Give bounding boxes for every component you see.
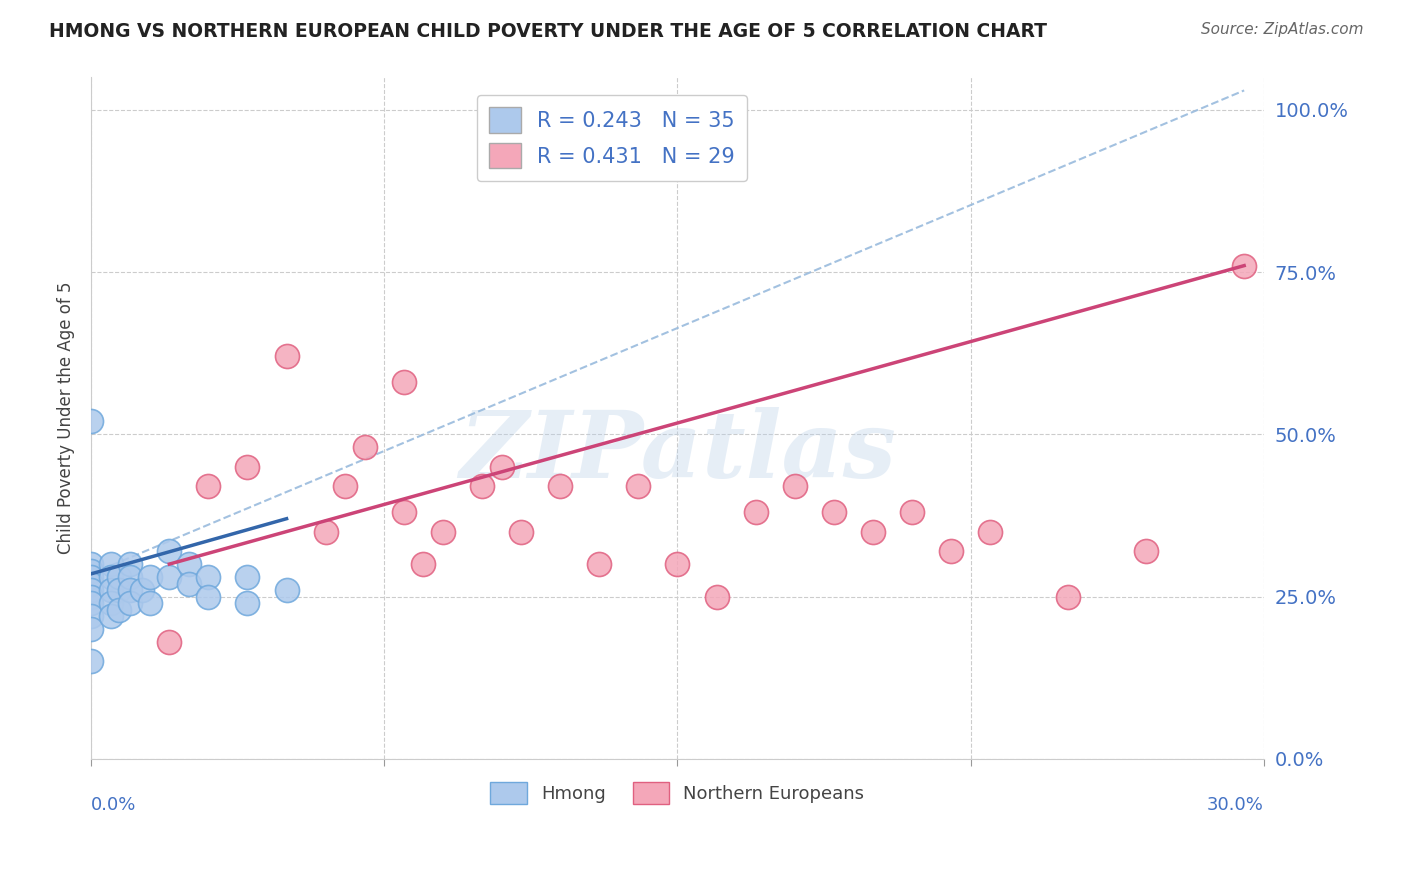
Point: [177, 557, 200, 571]
Point: [120, 583, 142, 598]
Point: [80, 655, 103, 669]
Point: [80, 622, 103, 636]
Point: [276, 583, 298, 598]
Point: [706, 590, 728, 604]
Point: [80, 590, 103, 604]
Point: [744, 505, 766, 519]
Text: 0.0%: 0.0%: [91, 797, 136, 814]
Point: [131, 583, 153, 598]
Point: [392, 376, 415, 390]
Point: [432, 524, 454, 539]
Point: [80, 609, 103, 624]
Point: [80, 564, 103, 578]
Point: [392, 505, 415, 519]
Point: [276, 350, 298, 364]
Point: [120, 596, 142, 610]
Point: [157, 635, 180, 649]
Point: [139, 596, 162, 610]
Point: [80, 576, 103, 591]
Point: [412, 557, 434, 571]
Point: [157, 544, 180, 558]
Point: [236, 596, 259, 610]
Point: [157, 570, 180, 584]
Text: 30.0%: 30.0%: [1206, 797, 1264, 814]
Text: HMONG VS NORTHERN EUROPEAN CHILD POVERTY UNDER THE AGE OF 5 CORRELATION CHART: HMONG VS NORTHERN EUROPEAN CHILD POVERTY…: [49, 22, 1047, 41]
Point: [197, 570, 219, 584]
Point: [627, 479, 650, 493]
Point: [80, 596, 103, 610]
Point: [80, 557, 103, 571]
Point: [100, 583, 122, 598]
Point: [107, 570, 129, 584]
Point: [177, 576, 200, 591]
Point: [491, 459, 513, 474]
Point: [139, 570, 162, 584]
Point: [1057, 590, 1080, 604]
Point: [80, 570, 103, 584]
Point: [100, 570, 122, 584]
Point: [315, 524, 337, 539]
Point: [548, 479, 571, 493]
Legend: Hmong, Northern Europeans: Hmong, Northern Europeans: [484, 774, 872, 811]
Point: [197, 479, 219, 493]
Point: [353, 440, 375, 454]
Y-axis label: Child Poverty Under the Age of 5: Child Poverty Under the Age of 5: [58, 282, 75, 554]
Text: ZIPatlas: ZIPatlas: [458, 407, 896, 497]
Point: [107, 602, 129, 616]
Point: [862, 524, 884, 539]
Point: [471, 479, 494, 493]
Point: [100, 609, 122, 624]
Point: [823, 505, 845, 519]
Point: [335, 479, 357, 493]
Point: [100, 557, 122, 571]
Point: [120, 570, 142, 584]
Point: [939, 544, 962, 558]
Point: [1135, 544, 1157, 558]
Point: [236, 570, 259, 584]
Point: [588, 557, 610, 571]
Point: [236, 459, 259, 474]
Point: [510, 524, 533, 539]
Point: [901, 505, 924, 519]
Point: [783, 479, 806, 493]
Point: [80, 414, 103, 428]
Point: [1233, 259, 1256, 273]
Point: [666, 557, 689, 571]
Text: Source: ZipAtlas.com: Source: ZipAtlas.com: [1201, 22, 1364, 37]
Point: [197, 590, 219, 604]
Point: [979, 524, 1001, 539]
Point: [107, 583, 129, 598]
Point: [80, 583, 103, 598]
Point: [100, 596, 122, 610]
Point: [120, 557, 142, 571]
